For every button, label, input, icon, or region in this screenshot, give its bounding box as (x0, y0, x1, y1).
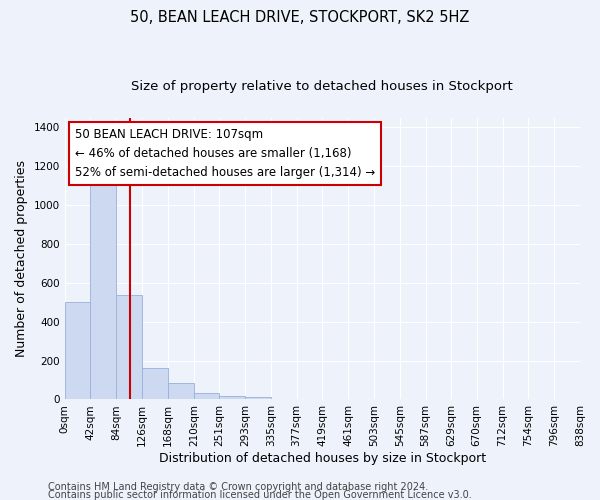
Bar (245, 396, 271, 400)
Bar (168, 383, 194, 400)
Bar (65, 302, 91, 400)
Bar (91, 176, 116, 400)
X-axis label: Distribution of detached houses by size in Stockport: Distribution of detached houses by size … (159, 452, 486, 465)
Bar (142, 368, 168, 400)
Text: Contains HM Land Registry data © Crown copyright and database right 2024.: Contains HM Land Registry data © Crown c… (48, 482, 428, 492)
Text: 50 BEAN LEACH DRIVE: 107sqm
← 46% of detached houses are smaller (1,168)
52% of : 50 BEAN LEACH DRIVE: 107sqm ← 46% of det… (75, 128, 375, 178)
Text: Contains public sector information licensed under the Open Government Licence v3: Contains public sector information licen… (48, 490, 472, 500)
Y-axis label: Number of detached properties: Number of detached properties (15, 160, 28, 357)
Title: Size of property relative to detached houses in Stockport: Size of property relative to detached ho… (131, 80, 513, 93)
Bar (219, 396, 245, 400)
Bar (116, 294, 142, 400)
Text: 50, BEAN LEACH DRIVE, STOCKPORT, SK2 5HZ: 50, BEAN LEACH DRIVE, STOCKPORT, SK2 5HZ (130, 10, 470, 25)
Bar (194, 392, 219, 400)
